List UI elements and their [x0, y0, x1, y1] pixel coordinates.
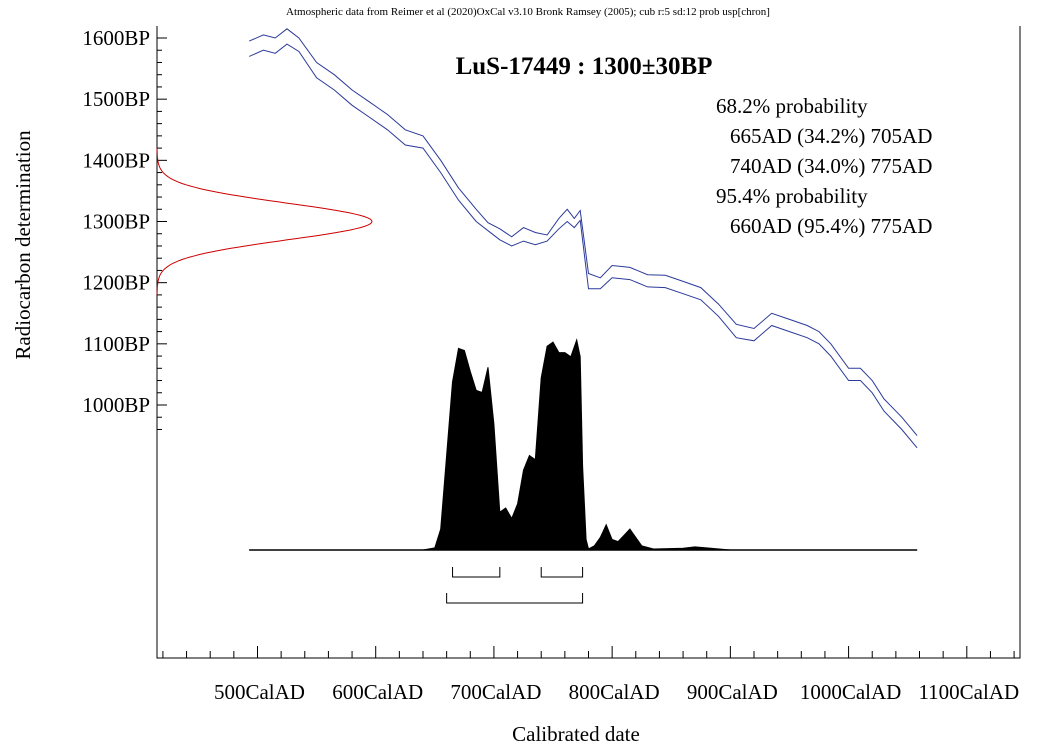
y-tick-label: 1600BP: [82, 26, 150, 50]
y-axis-label: Radiocarbon determination: [11, 130, 35, 360]
range-68-bracket: [540, 567, 584, 578]
x-tick-label: 600CalAD: [332, 680, 423, 704]
y-tick-label: 1100BP: [83, 332, 150, 356]
x-axis-label: Calibrated date: [512, 722, 640, 746]
probability-heading: 95.4% probability: [716, 184, 868, 208]
radiocarbon-distribution: [156, 148, 373, 295]
calibration-curve-lower: [248, 43, 918, 449]
range-95-bracket: [446, 593, 584, 604]
generated-marks: 500CalAD 600CalAD 700CalAD 800CalAD 900CalAD…: [82, 26, 1021, 704]
y-tick-label: 1400BP: [82, 148, 150, 172]
chart-title: LuS-17449 : 1300±30BP: [456, 53, 713, 80]
posterior-density: [249, 338, 918, 551]
probability-range-text: 660AD (95.4%) 775AD: [730, 214, 932, 238]
x-tick-label: 900CalAD: [687, 680, 778, 704]
y-tick-label: 1500BP: [82, 87, 150, 111]
probability-heading: 68.2% probability: [716, 94, 868, 118]
x-tick-label: 700CalAD: [450, 680, 541, 704]
range-68-bracket: [452, 567, 501, 578]
x-tick-label: 1000CalAD: [800, 680, 902, 704]
x-tick-label: 800CalAD: [569, 680, 660, 704]
x-tick-label: 500CalAD: [214, 680, 305, 704]
y-tick-label: 1200BP: [82, 271, 150, 295]
probability-range-text: 740AD (34.0%) 775AD: [730, 154, 932, 178]
x-tick-label: 1100CalAD: [918, 680, 1019, 704]
calibration-curve-upper: [248, 28, 918, 436]
probability-range-text: 665AD (34.2%) 705AD: [730, 124, 932, 148]
y-tick-label: 1000BP: [82, 393, 150, 417]
y-tick-label: 1300BP: [82, 210, 150, 234]
chart-header: Atmospheric data from Reimer et al (2020…: [286, 6, 770, 18]
